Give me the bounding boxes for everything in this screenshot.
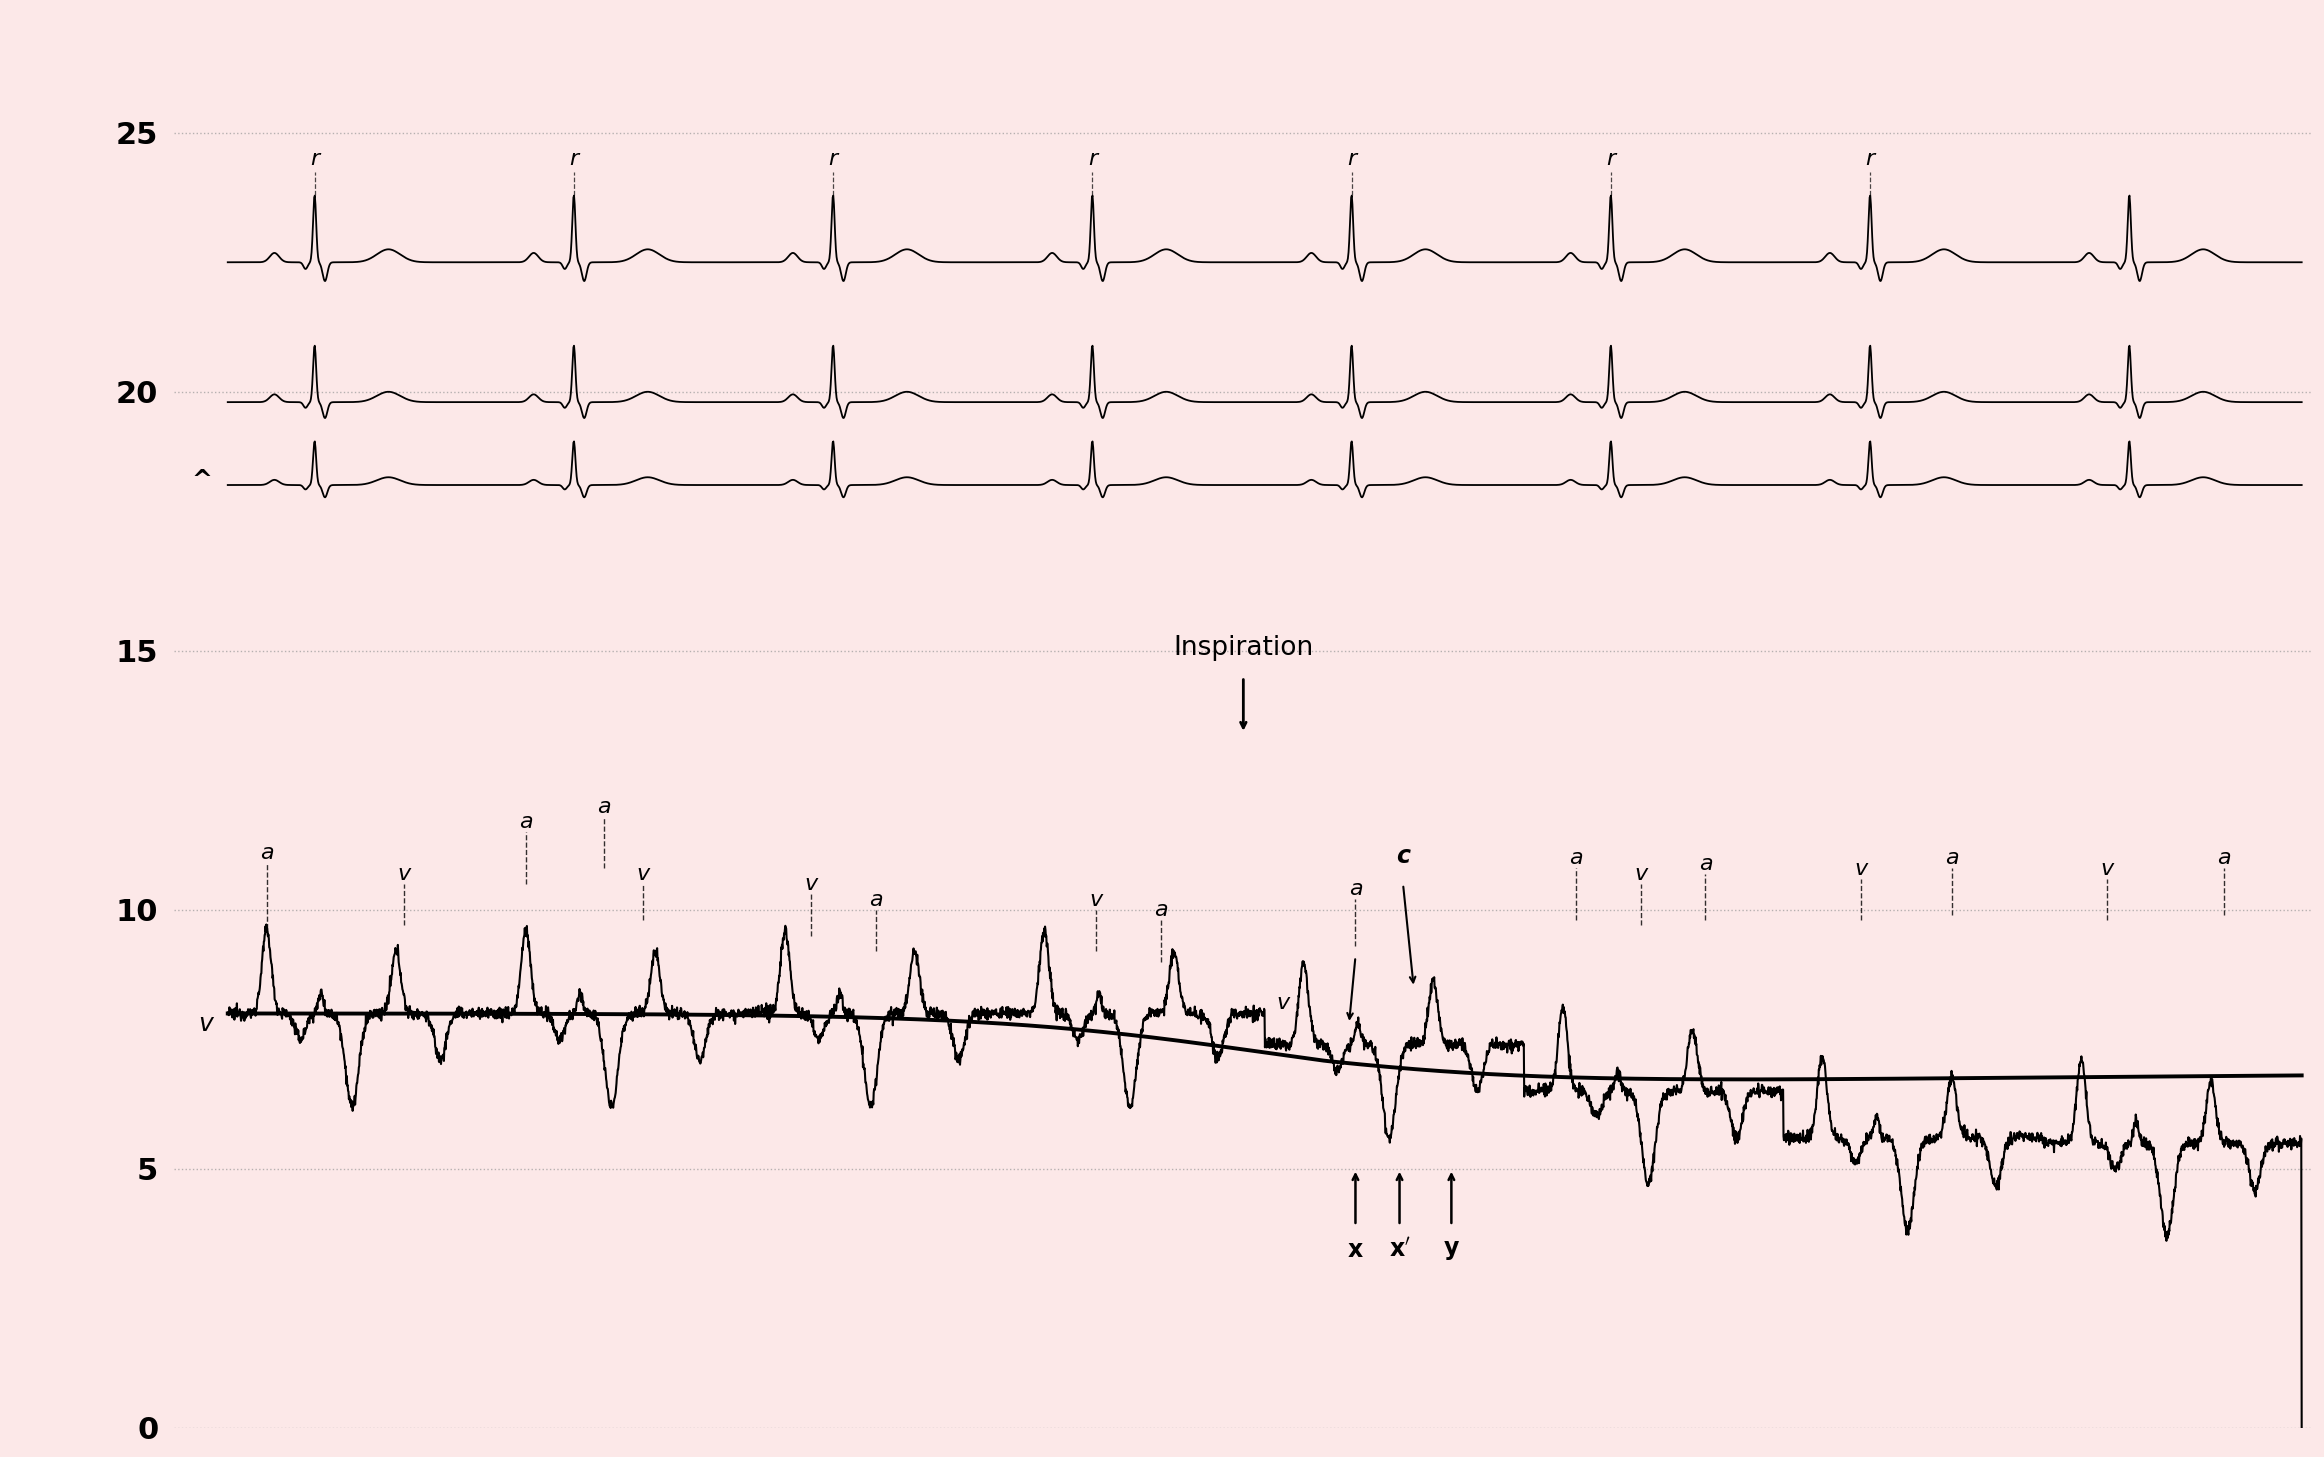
Text: v: v (1855, 858, 1868, 879)
Text: a: a (518, 812, 532, 832)
Text: $\mathbf{y}$: $\mathbf{y}$ (1443, 1238, 1459, 1262)
Text: v: v (198, 1011, 214, 1036)
Text: v: v (1276, 994, 1290, 1014)
Text: v: v (804, 874, 818, 895)
Text: a: a (869, 890, 883, 909)
Text: a: a (1569, 848, 1583, 868)
Text: a: a (2217, 848, 2231, 868)
Text: r: r (309, 149, 318, 169)
Text: r: r (1348, 149, 1357, 169)
Text: r: r (830, 149, 837, 169)
Text: a: a (260, 844, 274, 863)
Text: r: r (1606, 149, 1615, 169)
Text: ^: ^ (193, 468, 214, 492)
Text: a: a (597, 797, 611, 816)
Text: c: c (1397, 845, 1411, 868)
Text: a: a (1348, 880, 1362, 899)
Text: a: a (1155, 900, 1169, 921)
Text: v: v (1634, 864, 1648, 884)
Text: r: r (569, 149, 579, 169)
Text: a: a (1945, 848, 1959, 868)
Text: v: v (2101, 858, 2115, 879)
Text: v: v (397, 864, 411, 884)
Text: v: v (637, 864, 648, 884)
Text: r: r (1866, 149, 1875, 169)
Text: a: a (1699, 854, 1713, 874)
Text: $\mathbf{x}$: $\mathbf{x}$ (1348, 1238, 1364, 1262)
Text: Inspiration: Inspiration (1174, 635, 1313, 661)
Text: r: r (1088, 149, 1097, 169)
Text: v: v (1090, 890, 1104, 909)
Text: $\mathbf{x'}$: $\mathbf{x'}$ (1390, 1238, 1411, 1262)
